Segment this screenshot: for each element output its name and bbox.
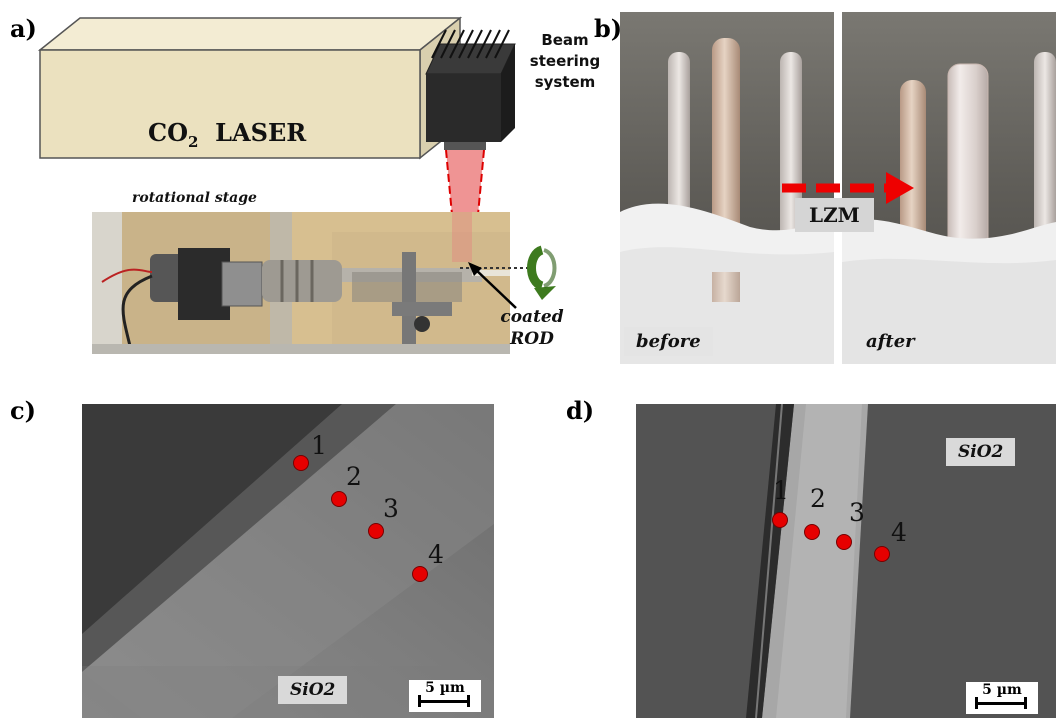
rotational-stage-photo bbox=[92, 212, 510, 354]
sem-image-c bbox=[82, 404, 494, 718]
point-c-4-label: 4 bbox=[428, 540, 444, 569]
point-d-3-label: 3 bbox=[849, 498, 865, 527]
point-c-1-marker bbox=[293, 455, 309, 471]
beam-steering-line3: system bbox=[534, 73, 596, 91]
steering-nozzle bbox=[444, 142, 486, 150]
steering-top bbox=[425, 43, 516, 75]
scale-bar-d-label: 5 µm bbox=[982, 682, 1022, 698]
point-d-2-marker bbox=[804, 524, 820, 540]
steering-front bbox=[426, 74, 501, 142]
point-c-2-marker bbox=[331, 491, 347, 507]
point-d-1-label: 1 bbox=[773, 476, 789, 505]
point-d-1-marker bbox=[772, 512, 788, 528]
panel-b-label: b) bbox=[594, 14, 623, 43]
sio2-label-c: SiO2 bbox=[278, 676, 348, 704]
beam-steering-line2: steering bbox=[529, 52, 601, 70]
point-c-2-label: 2 bbox=[346, 462, 362, 491]
scale-bar-c-label: 5 µm bbox=[425, 680, 465, 696]
sem-c-coating bbox=[82, 404, 494, 718]
point-c-4-marker bbox=[412, 566, 428, 582]
after-label: after bbox=[854, 327, 927, 356]
laser-label-subscript: 2 bbox=[188, 132, 199, 151]
rotation-arrow-body bbox=[527, 245, 545, 291]
point-c-3-marker bbox=[368, 523, 384, 539]
laser-box-front bbox=[39, 49, 421, 159]
coated-line2: ROD bbox=[510, 329, 554, 349]
panel-c-label: c) bbox=[10, 396, 36, 425]
point-d-4-marker bbox=[874, 546, 890, 562]
beam-steering-line1: Beam bbox=[541, 31, 589, 49]
laser-label-laser: LASER bbox=[215, 118, 307, 147]
point-d-4-label: 4 bbox=[891, 518, 907, 547]
laser-label: CO2 LASER bbox=[148, 118, 306, 151]
scale-bar-d: 5 µm bbox=[966, 682, 1038, 714]
panel-a-label: a) bbox=[10, 14, 37, 43]
before-label: before bbox=[624, 327, 713, 356]
heatsink-fins bbox=[431, 29, 510, 59]
point-d-3-marker bbox=[836, 534, 852, 550]
steering-side bbox=[501, 44, 515, 142]
laser-box-top bbox=[37, 17, 463, 51]
rotation-arrow-head bbox=[534, 286, 556, 300]
point-c-1-label: 1 bbox=[311, 431, 327, 460]
coated-rod-label: coated ROD bbox=[497, 306, 567, 350]
rods-photo bbox=[620, 12, 1056, 364]
lzm-arrow-head bbox=[886, 172, 914, 204]
coated-line1: coated bbox=[500, 307, 564, 327]
panel-d-label: d) bbox=[566, 396, 595, 425]
coated-rod-arrow bbox=[468, 262, 517, 309]
beam-steering-label: Beam steering system bbox=[522, 30, 608, 93]
scale-bar-c: 5 µm bbox=[409, 680, 481, 712]
laser-label-co: CO bbox=[148, 118, 189, 147]
point-c-3-label: 3 bbox=[383, 494, 399, 523]
sio2-label-d: SiO2 bbox=[946, 438, 1016, 466]
laser-setup-drawing bbox=[37, 16, 516, 259]
rotational-stage-label: rotational stage bbox=[132, 190, 257, 206]
lzm-label: LZM bbox=[795, 198, 874, 232]
point-d-2-label: 2 bbox=[810, 484, 826, 513]
